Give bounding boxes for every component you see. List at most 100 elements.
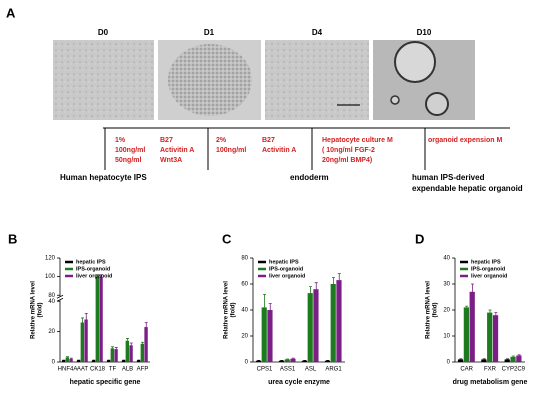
error-bar (96, 274, 99, 277)
y-axis-label: Relative mRNA level (426, 281, 432, 339)
medium-text: Hepatocyte culture M (322, 137, 393, 144)
y-tick-label: 120 (45, 256, 56, 262)
error-bar (488, 309, 492, 313)
bar (267, 310, 273, 362)
x-tick-label: TF (109, 367, 117, 373)
bar (487, 312, 493, 362)
panel-letter: B (8, 231, 17, 246)
bar (284, 359, 290, 362)
error-bar (337, 273, 341, 281)
bar (307, 293, 313, 362)
y-tick-label: 30 (443, 282, 450, 288)
x-tick-label: CAR (460, 367, 473, 373)
axis-break (56, 297, 64, 302)
bar (91, 360, 96, 362)
stage-label: expendable hepatic organoid (412, 184, 523, 193)
axis-break (56, 294, 64, 299)
legend-label: hepatic IPS (76, 259, 106, 265)
error-bar (141, 341, 144, 344)
x-tick-label: CPS1 (257, 367, 273, 373)
error-bar (471, 283, 474, 292)
x-axis-label: drug metabolism gene (453, 379, 528, 386)
y-tick-label: 10 (443, 334, 450, 340)
bar (106, 360, 111, 362)
error-bar (144, 322, 148, 328)
bar (481, 359, 487, 362)
day-label: D4 (312, 28, 323, 37)
y-axis-label: Relative mRNA level (224, 281, 230, 339)
y-axis-label: (fold) (38, 303, 44, 318)
day-label: D10 (417, 28, 432, 37)
x-tick-label: FXR (484, 367, 497, 373)
bar (76, 360, 81, 362)
bar (457, 359, 464, 362)
bar (95, 276, 99, 362)
y-tick-label: 40 (443, 256, 450, 262)
bar (313, 289, 319, 362)
y-axis-label: (fold) (433, 303, 439, 318)
bar (463, 307, 469, 362)
micrograph (265, 40, 369, 120)
error-bar (511, 355, 515, 357)
medium-text: Activitin A (160, 147, 194, 154)
medium-text: Activitin A (262, 147, 296, 154)
bar (510, 356, 516, 362)
legend-label: IPS-organoid (471, 266, 505, 272)
medium-text: Wnt3A (160, 157, 182, 164)
medium-text: organoid expension M (428, 137, 502, 144)
stage-label: Human hepatocyte IPS (60, 173, 147, 182)
legend-label: IPS-organoid (269, 266, 303, 272)
error-bar (506, 358, 509, 360)
bar (110, 348, 114, 362)
medium-text: B27 (262, 137, 275, 144)
x-tick-label: AAT (77, 367, 89, 373)
bar (516, 355, 522, 362)
y-axis-label: (fold) (231, 303, 237, 318)
bar (61, 360, 66, 362)
bar (125, 340, 129, 362)
x-tick-label: ASL (305, 367, 317, 373)
day-label: D0 (98, 28, 109, 37)
error-bar (111, 346, 114, 349)
medium-text: 100ng/ml (216, 147, 246, 154)
bar (469, 291, 475, 362)
bar (114, 349, 118, 362)
y-tick-label: 40 (241, 308, 248, 314)
bar (504, 359, 510, 362)
bar (290, 358, 296, 362)
bar (144, 327, 148, 362)
y-tick-label: 20 (241, 334, 248, 340)
bar (129, 345, 133, 362)
y-tick-label: 20 (443, 308, 450, 314)
error-bar (129, 342, 133, 346)
bar (140, 343, 144, 362)
bar (330, 284, 336, 362)
y-tick-label: 100 (45, 274, 56, 280)
error-bar (99, 274, 103, 277)
error-bar (268, 303, 272, 310)
bar (121, 360, 126, 362)
x-axis-label: hepatic specific gene (70, 379, 141, 386)
legend-label: liver organoid (471, 273, 507, 279)
panel-letter: D (415, 231, 424, 246)
x-tick-label: ARG1 (325, 367, 342, 373)
y-tick-label: 0 (447, 360, 451, 366)
x-tick-label: ALB (122, 367, 133, 373)
x-tick-label: HNF4A (58, 367, 78, 373)
bar (278, 360, 285, 362)
bar (261, 307, 267, 362)
legend-label: hepatic IPS (471, 259, 501, 265)
error-bar (291, 357, 295, 359)
error-bar (84, 312, 88, 320)
y-tick-label: 80 (48, 293, 55, 299)
organoid (394, 41, 436, 83)
error-bar (66, 356, 69, 358)
error-bar (114, 347, 118, 350)
medium-text: 20ng/ml BMP4) (322, 157, 372, 164)
bar (136, 360, 141, 362)
legend-label: IPS-organoid (76, 266, 110, 272)
x-axis-label: urea cycle enzyme (268, 379, 330, 386)
error-bar (494, 312, 498, 316)
medium-text: 1% (115, 137, 126, 144)
error-bar (69, 357, 73, 359)
